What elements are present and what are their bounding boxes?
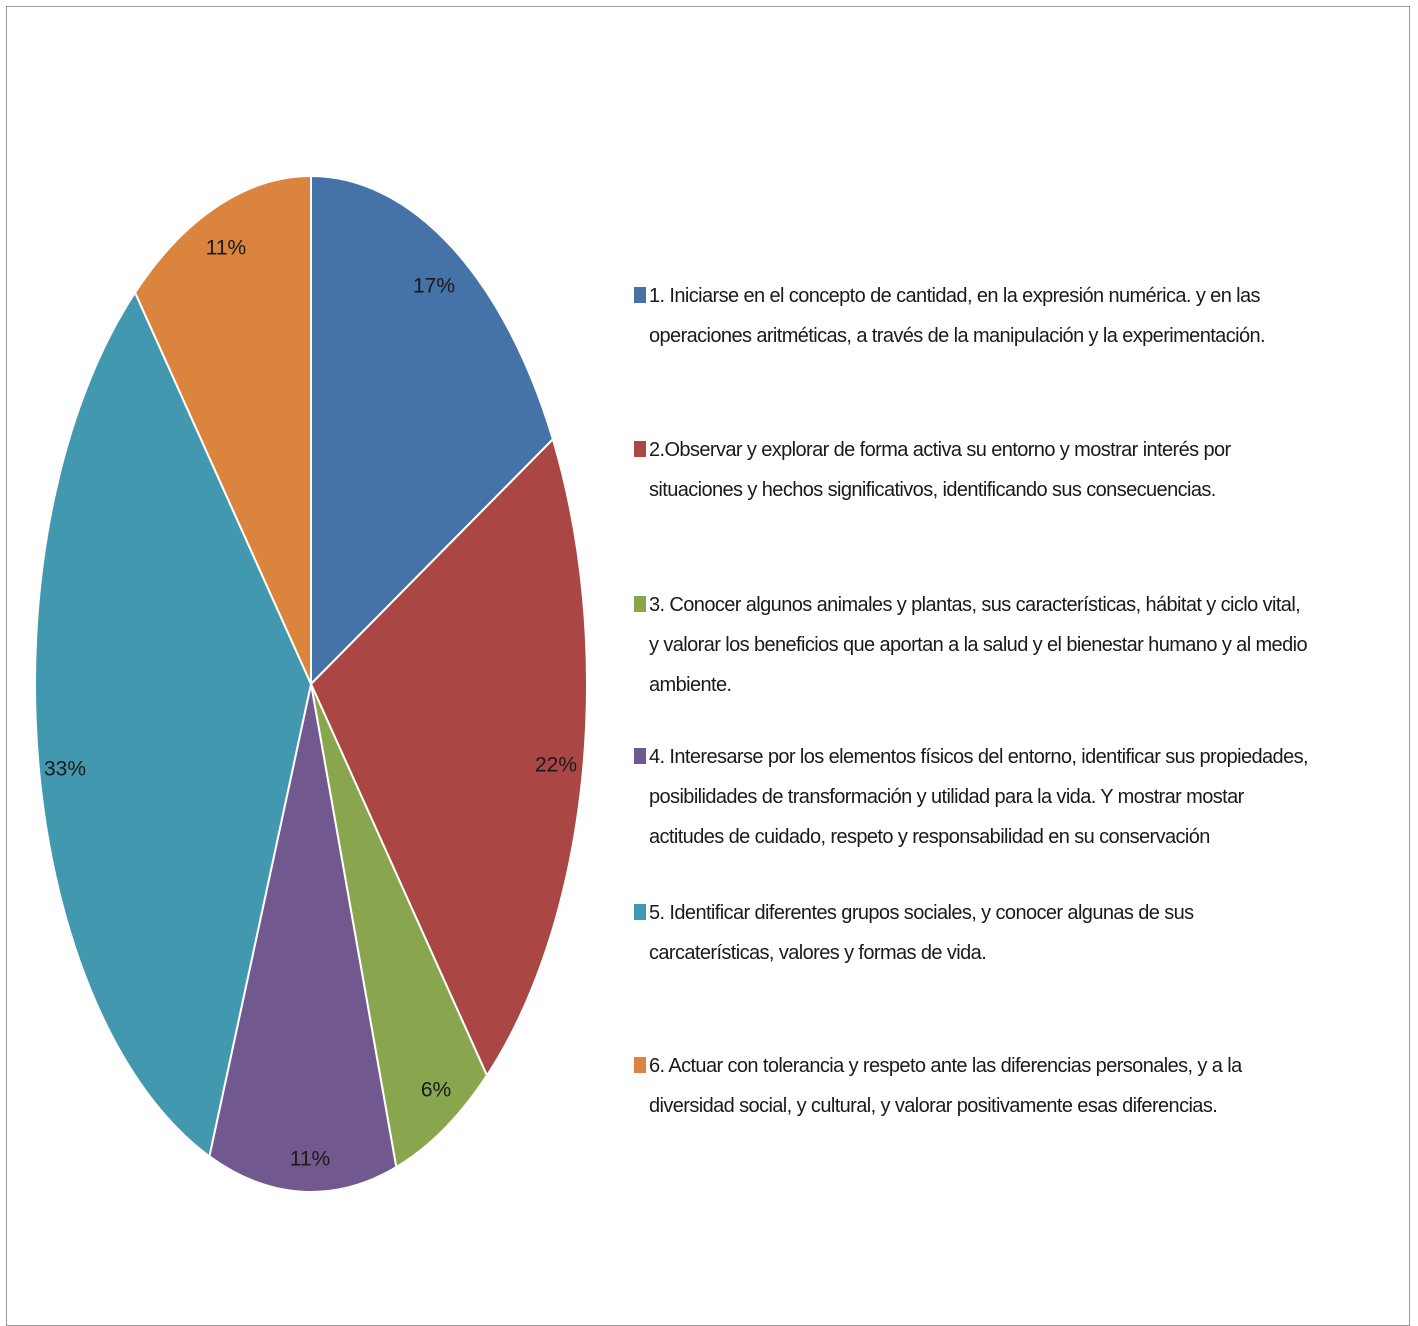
legend-item-5: 5. Identificar diferentes grupos sociale… — [634, 893, 1309, 973]
legend-item-6: 6. Actuar con tolerancia y respeto ante … — [634, 1046, 1309, 1126]
slice-label-5: 33% — [44, 758, 86, 781]
legend-swatch-4 — [634, 748, 646, 764]
slice-label-3: 6% — [421, 1079, 451, 1102]
legend-label-5: 5. Identificar diferentes grupos sociale… — [649, 902, 1194, 964]
legend-label-3: 3. Conocer algunos animales y plantas, s… — [649, 594, 1308, 696]
pie-slice-6 — [133, 174, 312, 685]
pie-slice-3 — [310, 683, 489, 1169]
slice-label-4: 11% — [290, 1148, 330, 1171]
pie-slice-2 — [309, 437, 588, 1078]
legend-label-6: 6. Actuar con tolerancia y respeto ante … — [649, 1055, 1242, 1117]
slice-label-2: 22% — [535, 754, 577, 777]
legend-label-1: 1. Iniciarse en el concepto de cantidad,… — [649, 285, 1266, 347]
slice-label-6: 11% — [206, 237, 246, 260]
legend-swatch-2 — [634, 441, 646, 457]
legend-item-3: 3. Conocer algunos animales y plantas, s… — [634, 585, 1309, 705]
slice-label-1: 17% — [413, 275, 455, 298]
legend-item-2: 2.Observar y explorar de forma activa su… — [634, 430, 1309, 510]
legend-swatch-3 — [634, 596, 646, 612]
pie-slice-1 — [310, 174, 554, 687]
legend-item-4: 4. Interesarse por los elementos físicos… — [634, 737, 1309, 857]
pie-slice-4 — [208, 683, 398, 1193]
legend-swatch-5 — [634, 904, 646, 920]
legend-label-4: 4. Interesarse por los elementos físicos… — [649, 746, 1309, 848]
legend-swatch-6 — [634, 1057, 646, 1073]
legend-swatch-1 — [634, 287, 646, 303]
pie-slice-5 — [34, 290, 313, 1159]
legend-label-2: 2.Observar y explorar de forma activa su… — [649, 439, 1231, 501]
legend-item-1: 1. Iniciarse en el concepto de cantidad,… — [634, 276, 1309, 356]
